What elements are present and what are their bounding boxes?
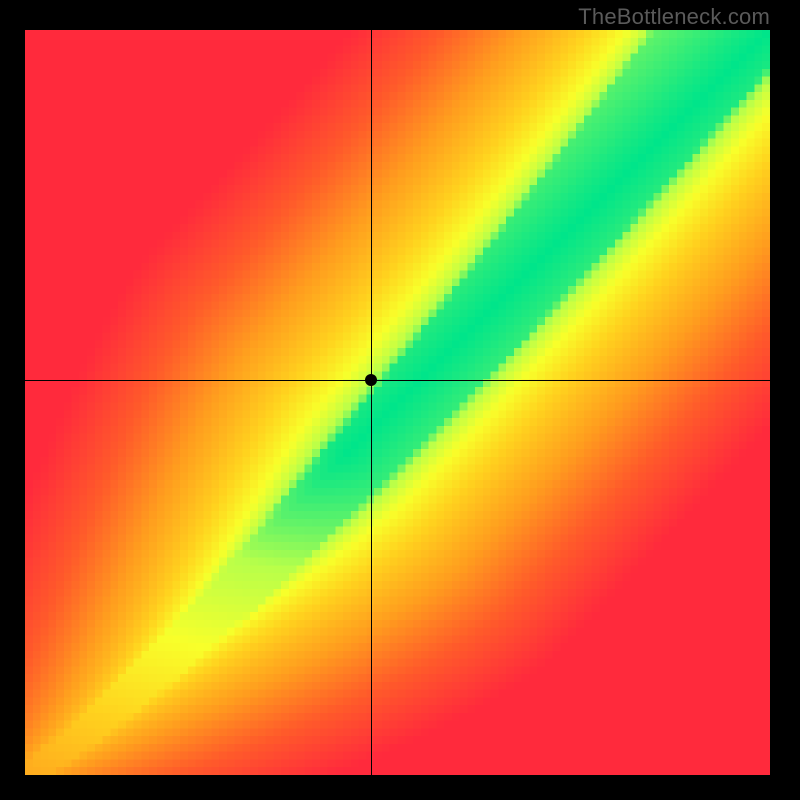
chart-container: TheBottleneck.com [0, 0, 800, 800]
crosshair-horizontal [25, 380, 770, 381]
watermark-text: TheBottleneck.com [578, 4, 770, 30]
crosshair-vertical [371, 30, 372, 775]
bottleneck-heatmap [25, 30, 770, 775]
